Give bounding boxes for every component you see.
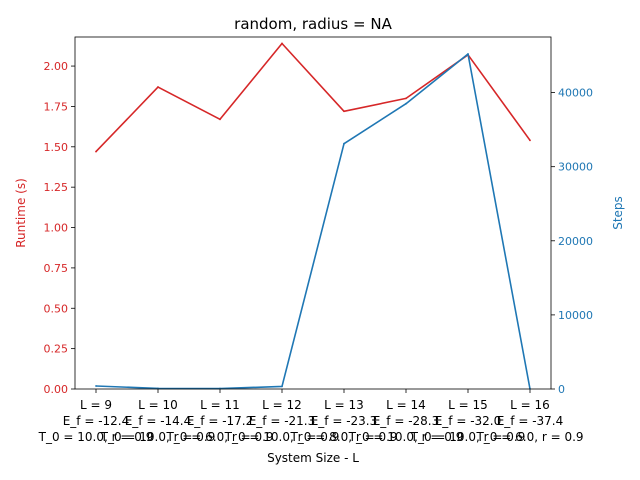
x-tick-label: E_f = -12.4 xyxy=(63,414,130,428)
chart-title: random, radius = NA xyxy=(234,15,392,33)
plot-frame xyxy=(74,36,552,390)
x-tick-label: L = 15 xyxy=(448,398,488,412)
right-axis-series-point xyxy=(343,142,345,145)
right-axis-series-point xyxy=(95,385,97,387)
x-tick-label: L = 16 xyxy=(510,398,550,412)
left-tick-label: 0.25 xyxy=(44,343,69,356)
x-tick-label: L = 13 xyxy=(324,398,364,412)
right-tick-label: 40000 xyxy=(558,87,593,100)
x-axis: L = 9 E_f = -12.4 T_0 = 10.0, r = 0.9 L = 1… xyxy=(38,389,584,444)
left-tick-label: 1.00 xyxy=(44,222,69,235)
left-tick-label: 1.75 xyxy=(44,100,69,113)
left-axis-series-point xyxy=(343,110,345,113)
right-axis-series-point xyxy=(467,53,469,55)
right-axis-series-line xyxy=(95,53,531,390)
right-axis-label: Steps xyxy=(611,196,625,230)
left-tick-label: 0.00 xyxy=(44,383,69,396)
right-axis-series-point xyxy=(281,385,283,388)
x-tick-label: T_0 = 6.0, r = 0.9 xyxy=(475,430,583,444)
x-tick-label: T_0 = 10.0, r = 0.9 xyxy=(100,430,216,444)
series-layer xyxy=(95,42,531,390)
x-tick-label: T_0 = 10.0, r = 0.9 xyxy=(224,430,340,444)
left-axis-series-point xyxy=(529,139,531,142)
x-tick-label: E_f = -21.3 xyxy=(249,414,316,428)
x-tick-label: E_f = -32.0 xyxy=(435,414,502,428)
right-tick-label: 10000 xyxy=(558,309,593,322)
left-axis-series-point xyxy=(405,97,407,100)
x-tick-label: T_0 = 8.0, r = 0.9 xyxy=(289,430,397,444)
right-tick-label: 0 xyxy=(558,383,565,396)
x-tick-label: T_0 = 10.0, r = 0.9 xyxy=(410,430,526,444)
x-tick-label: E_f = -28.3 xyxy=(373,414,440,428)
x-tick-label: E_f = -14.4 xyxy=(125,414,192,428)
right-axis-series-point xyxy=(405,102,407,105)
left-tick-label: 0.75 xyxy=(44,262,69,275)
right-y-axis: 0 10000 20000 30000 40000 xyxy=(551,87,593,396)
x-tick-label: L = 11 xyxy=(200,398,240,412)
x-tick-label: L = 12 xyxy=(262,398,302,412)
x-tick-label: T_0 = 6.0, r = 0.9 xyxy=(165,430,273,444)
x-axis-label: System Size - L xyxy=(267,451,359,465)
x-tick-label: E_f = -37.4 xyxy=(497,414,564,428)
right-tick-label: 20000 xyxy=(558,235,593,248)
left-tick-label: 0.50 xyxy=(44,302,69,315)
left-axis-series-point xyxy=(157,86,159,88)
left-axis-label: Runtime (s) xyxy=(14,178,28,248)
left-axis-series-point xyxy=(219,118,221,121)
x-tick-label: L = 14 xyxy=(386,398,426,412)
x-tick-label: L = 9 xyxy=(80,398,112,412)
left-axis-series-point xyxy=(95,150,97,153)
x-tick-label: E_f = -17.2 xyxy=(187,414,254,428)
x-tick-label: T_0 = 10.0, r = 0.9 xyxy=(348,430,464,444)
x-tick-label: T_0 = 10.0, r = 0.9 xyxy=(38,430,154,444)
left-tick-label: 1.50 xyxy=(44,141,69,154)
left-y-axis: 0.00 0.25 0.50 0.75 1.00 1.25 1.50 1.75 2.00 xyxy=(44,60,75,396)
right-tick-label: 30000 xyxy=(558,161,593,174)
x-tick-label: L = 10 xyxy=(138,398,178,412)
left-tick-label: 1.25 xyxy=(44,181,69,194)
left-tick-label: 2.00 xyxy=(44,60,69,73)
left-axis-series-point xyxy=(281,42,283,45)
x-tick-label: E_f = -23.3 xyxy=(311,414,378,428)
